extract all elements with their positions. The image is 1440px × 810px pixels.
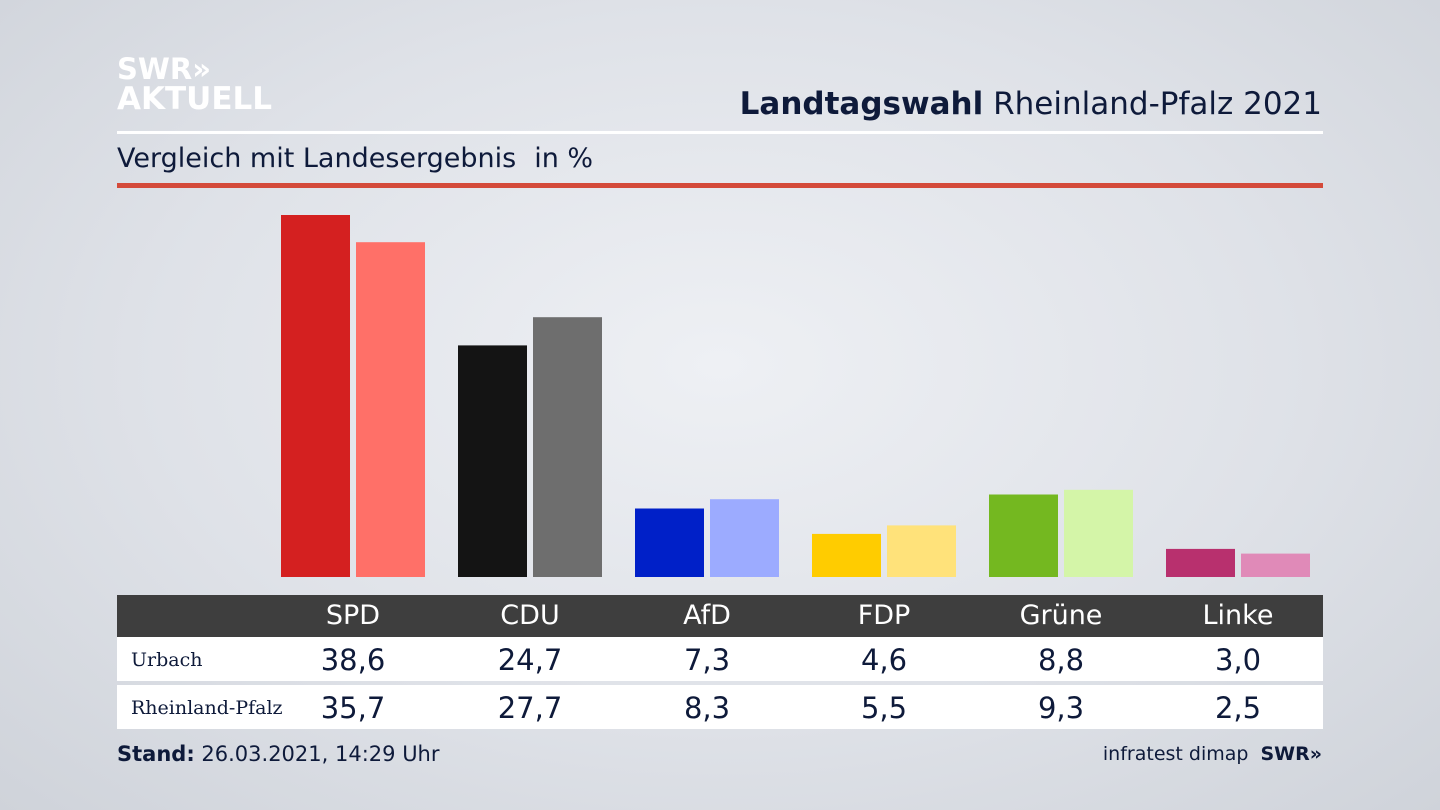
result-value: 8,3	[683, 691, 731, 725]
swr-aktuell-logo: SWR» AKTUELL	[117, 52, 273, 117]
title-rest: Rheinland-Pfalz 2021	[993, 86, 1322, 122]
result-value: 9,3	[1037, 691, 1085, 725]
stand-label: Stand:	[117, 742, 195, 766]
table-row: Rheinland-Pfalz 35,7 27,7 8,3 5,5 9,3 2,5	[117, 685, 1323, 729]
bar-fdp-rheinland-pfalz	[887, 525, 956, 577]
party-header: CDU	[500, 600, 560, 631]
logo-line-2: AKTUELL	[117, 81, 273, 117]
table-row: Urbach 38,6 24,7 7,3 4,6 8,8 3,0	[117, 637, 1323, 681]
result-value: 7,3	[683, 643, 731, 677]
page-title: Landtagswahl Rheinland-Pfalz 2021	[740, 86, 1322, 122]
row-label: Urbach	[131, 649, 203, 671]
stand-value: 26.03.2021, 14:29 Uhr	[201, 742, 440, 766]
bar-linke-urbach	[1166, 548, 1235, 577]
table-header: SPD CDU AfD FDP Grüne Linke	[117, 595, 1323, 637]
timestamp: Stand: 26.03.2021, 14:29 Uhr	[117, 742, 440, 766]
bar-afd-urbach	[635, 508, 704, 577]
source-text: infratest dimap	[1102, 743, 1249, 765]
result-value: 27,7	[497, 691, 563, 725]
party-header: AfD	[683, 600, 731, 631]
bar-afd-rheinland-pfalz	[710, 499, 779, 577]
row-label: Rheinland-Pfalz	[131, 697, 283, 719]
logo-line-1: SWR»	[117, 52, 211, 86]
header-divider	[117, 131, 1323, 134]
source-credit: infratest dimap SWR»	[1103, 743, 1322, 765]
party-header: FDP	[857, 600, 911, 631]
party-header: SPD	[325, 600, 381, 631]
party-header: Grüne	[1019, 600, 1103, 631]
results-table: SPD CDU AfD FDP Grüne Linke Urbach 38,6 24,7 7,…	[117, 595, 1323, 729]
bar-fdp-urbach	[812, 533, 881, 577]
bar-spd-urbach	[281, 215, 350, 577]
result-value: 8,8	[1037, 643, 1085, 677]
subtitle-unit: in %	[534, 143, 594, 174]
result-value: 35,7	[320, 691, 386, 725]
bar-spd-rheinland-pfalz	[356, 242, 425, 577]
result-value: 24,7	[497, 643, 563, 677]
swr-brand-logo: SWR»	[1260, 743, 1322, 765]
result-value: 3,0	[1214, 643, 1262, 677]
bar-linke-rheinland-pfalz	[1241, 553, 1310, 577]
bar-cdu-urbach	[458, 345, 527, 577]
result-value: 5,5	[860, 691, 908, 725]
subtitle-text: Vergleich mit Landesergebnis	[117, 143, 517, 174]
party-header: Linke	[1202, 600, 1274, 631]
chart-subtitle: Vergleich mit Landesergebnis in %	[117, 143, 593, 174]
bar-gruene-rheinland-pfalz	[1064, 489, 1133, 577]
bar-cdu-rheinland-pfalz	[533, 317, 602, 577]
title-bold: Landtagswahl	[739, 86, 984, 122]
result-value: 38,6	[320, 643, 386, 677]
result-value: 4,6	[860, 643, 908, 677]
bar-gruene-urbach	[989, 494, 1058, 577]
result-value: 2,5	[1214, 691, 1262, 725]
accent-divider	[117, 183, 1323, 188]
